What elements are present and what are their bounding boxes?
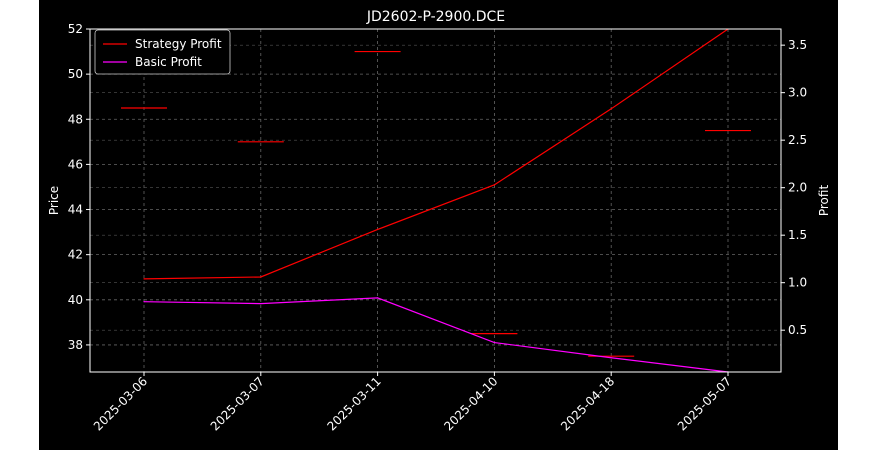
legend-label-strategy: Strategy Profit: [135, 37, 222, 51]
basic-profit-point: [493, 341, 495, 344]
y2-tick-label: 3.5: [788, 38, 807, 52]
x-tick-label: 2025-03-06: [91, 374, 150, 433]
y2-tick-label: 1.5: [788, 228, 807, 242]
y2-tick-label: 2.0: [788, 181, 807, 195]
y-tick-label: 50: [68, 67, 83, 81]
profit-lines: [143, 28, 729, 373]
strategy-profit-point: [610, 108, 612, 110]
y2-tick-label: 3.0: [788, 86, 807, 100]
x-tick-label: 2025-05-07: [675, 374, 734, 433]
y2-tick-label: 2.5: [788, 133, 807, 147]
basic-profit-line: [143, 297, 729, 373]
y-tick-label: 40: [68, 293, 83, 307]
strategy-profit-line: [143, 28, 729, 280]
x-tick-label: 2025-04-10: [441, 374, 500, 433]
strategy-profit-point: [260, 276, 262, 278]
y2-tick-label: 0.5: [788, 323, 807, 337]
basic-profit-point: [377, 297, 379, 299]
y2-axis-label: Profit: [817, 185, 831, 217]
y2-tick-label: 1.0: [788, 276, 807, 290]
strategy-profit-point: [493, 184, 495, 186]
y-tick-label: 48: [68, 112, 83, 126]
x-tick-label: 2025-03-11: [325, 374, 384, 433]
x-tick-label: 2025-04-18: [558, 374, 617, 433]
x-tick-label: 2025-03-07: [208, 374, 267, 433]
y-tick-label: 38: [68, 338, 83, 352]
price-marks: [121, 50, 751, 357]
y-tick-label: 46: [68, 157, 83, 171]
strategy-profit-point: [143, 278, 145, 280]
legend: Strategy Profit Basic Profit: [94, 29, 231, 75]
basic-profit-point: [143, 301, 145, 303]
y-tick-label: 42: [68, 248, 83, 262]
chart-title: JD2602-P-2900.DCE: [366, 9, 505, 25]
y-tick-label: 44: [68, 203, 83, 217]
chart-svg: JD2602-P-2900.DCE 2025-03-06 2025-03-07 20…: [47, 9, 831, 433]
y-axis-label: Price: [47, 186, 61, 215]
y-tick-label: 52: [68, 22, 83, 36]
strategy-profit-point: [377, 228, 379, 231]
chart-figure: JD2602-P-2900.DCE 2025-03-06 2025-03-07 20…: [39, 0, 838, 450]
legend-box: [94, 29, 231, 75]
basic-profit-point: [260, 302, 262, 305]
plot-frame: [89, 28, 782, 373]
legend-label-basic: Basic Profit: [135, 55, 202, 69]
basic-profit-point: [610, 357, 612, 359]
